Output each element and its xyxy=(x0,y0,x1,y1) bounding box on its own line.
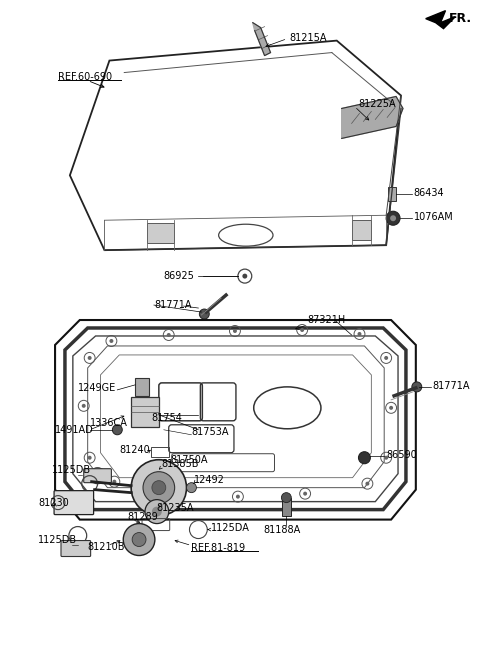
FancyBboxPatch shape xyxy=(54,491,94,514)
Circle shape xyxy=(169,492,173,496)
Circle shape xyxy=(167,333,171,337)
Circle shape xyxy=(109,339,113,343)
Text: 1076AM: 1076AM xyxy=(414,213,454,222)
Circle shape xyxy=(145,499,169,524)
Circle shape xyxy=(82,404,86,408)
Circle shape xyxy=(281,493,291,503)
Text: 86925: 86925 xyxy=(164,271,195,281)
FancyBboxPatch shape xyxy=(388,187,396,201)
Circle shape xyxy=(152,481,166,495)
Polygon shape xyxy=(426,10,456,29)
Circle shape xyxy=(390,215,396,221)
Circle shape xyxy=(412,382,422,392)
Circle shape xyxy=(365,482,370,486)
Circle shape xyxy=(384,456,388,460)
Text: 1125DB: 1125DB xyxy=(52,465,91,475)
Text: 1491AD: 1491AD xyxy=(55,425,94,435)
Text: 1336CA: 1336CA xyxy=(90,418,128,428)
Circle shape xyxy=(112,425,122,435)
Text: 81215A: 81215A xyxy=(289,33,327,42)
Circle shape xyxy=(123,524,155,556)
Circle shape xyxy=(300,328,304,332)
FancyBboxPatch shape xyxy=(147,223,174,243)
Circle shape xyxy=(242,274,247,278)
FancyBboxPatch shape xyxy=(351,220,372,240)
Text: 81754: 81754 xyxy=(151,413,182,422)
FancyBboxPatch shape xyxy=(61,541,91,557)
Text: 81771A: 81771A xyxy=(432,381,470,391)
Polygon shape xyxy=(342,96,403,138)
Text: 81289: 81289 xyxy=(127,512,158,522)
Text: 81753A: 81753A xyxy=(192,427,229,437)
Text: FR.: FR. xyxy=(448,12,471,25)
Circle shape xyxy=(131,460,187,516)
Circle shape xyxy=(384,356,388,360)
FancyBboxPatch shape xyxy=(282,497,291,516)
Circle shape xyxy=(359,452,371,464)
FancyBboxPatch shape xyxy=(135,378,149,396)
FancyBboxPatch shape xyxy=(84,469,111,482)
Text: 1125DB: 1125DB xyxy=(38,535,77,544)
Text: 81235A: 81235A xyxy=(157,503,194,512)
Circle shape xyxy=(152,507,162,516)
Text: REF.60-690: REF.60-690 xyxy=(58,72,112,82)
Text: 86434: 86434 xyxy=(414,188,444,198)
Text: 81188A: 81188A xyxy=(264,525,301,535)
FancyBboxPatch shape xyxy=(131,397,159,427)
Circle shape xyxy=(303,492,307,496)
Circle shape xyxy=(233,329,237,333)
Text: 12492: 12492 xyxy=(194,475,225,484)
Text: 81210B: 81210B xyxy=(88,542,125,552)
Circle shape xyxy=(389,406,393,410)
Text: 87321H: 87321H xyxy=(307,315,345,325)
Text: 81225A: 81225A xyxy=(359,100,396,110)
Circle shape xyxy=(88,456,92,460)
Circle shape xyxy=(187,482,196,493)
Text: 1125DA: 1125DA xyxy=(211,522,250,533)
Circle shape xyxy=(358,332,361,336)
Text: 81771A: 81771A xyxy=(154,300,192,310)
Text: 81240: 81240 xyxy=(120,445,150,454)
Polygon shape xyxy=(253,23,271,55)
Circle shape xyxy=(112,480,116,484)
Text: 81750A: 81750A xyxy=(171,454,208,465)
Text: 1249GE: 1249GE xyxy=(78,383,116,393)
Text: 81230: 81230 xyxy=(38,497,69,508)
Text: REF.81-819: REF.81-819 xyxy=(192,542,246,552)
Circle shape xyxy=(143,471,175,503)
Circle shape xyxy=(386,211,400,225)
Circle shape xyxy=(88,356,92,360)
Circle shape xyxy=(132,533,146,546)
Circle shape xyxy=(236,495,240,499)
Text: 81385B: 81385B xyxy=(162,459,199,469)
Text: 86590: 86590 xyxy=(386,450,417,460)
Circle shape xyxy=(199,309,209,319)
